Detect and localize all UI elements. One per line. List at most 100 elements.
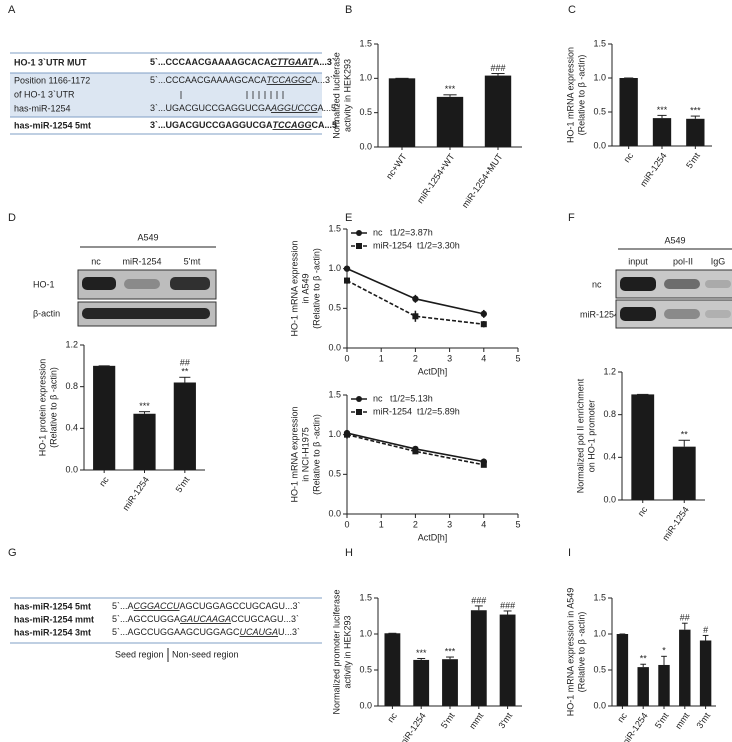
shaded-block	[10, 73, 322, 117]
y-tick-label: 1.0	[328, 263, 341, 273]
y-tick-label: 0.0	[359, 141, 372, 151]
seq-part: CA...5`	[312, 120, 341, 130]
bar	[384, 633, 401, 706]
band	[705, 310, 731, 318]
x-tick-label: nc	[622, 150, 636, 164]
seq-part: 3`...UGACGUCCGAGGUCGA	[150, 120, 273, 130]
band	[82, 277, 116, 290]
y-tick-label: 1.5	[328, 223, 341, 233]
y-axis-label: HO-1 mRNA expression	[289, 240, 299, 336]
y-axis-label: activity in HEK293	[342, 615, 352, 688]
panel-label: D	[8, 212, 16, 224]
x-tick-label: miR-1254+WT	[415, 151, 457, 205]
lane-label: 5'mt	[184, 256, 201, 266]
y-axis-label: (Relative to β -actin)	[48, 367, 58, 448]
row-label: Position 1166-1172	[14, 75, 90, 85]
band	[82, 308, 210, 319]
x-tick-label: 5'mt	[653, 710, 671, 730]
seq-part: U...3`	[278, 627, 300, 637]
significance: #	[703, 625, 708, 635]
x-tick-label: 4	[481, 519, 486, 529]
western-blot: A549 nc miR-1254 5'mt HO-1 β-actin	[33, 232, 217, 327]
x-tick-label: 2	[413, 519, 418, 529]
point	[343, 265, 351, 272]
lane-label: pol-II	[673, 256, 693, 266]
y-tick-label: 0.0	[593, 700, 606, 710]
y-tick-label: 0.0	[359, 700, 372, 710]
significance: ###	[500, 600, 515, 610]
significance: ***	[445, 646, 456, 656]
x-tick-label: 3'mt	[694, 710, 712, 730]
sequence: 3`...UGACGUCCGAGGUCGAAGGUCCGA...5`	[150, 103, 339, 113]
bar	[686, 118, 705, 146]
bar	[679, 629, 691, 706]
panel-label: F	[568, 212, 575, 224]
x-tick-label: 0	[344, 353, 349, 363]
bar	[616, 634, 629, 706]
significance: ***	[657, 105, 668, 115]
panel-label: G	[8, 547, 17, 559]
seq-part: CCUGCAGU...3`	[231, 614, 299, 624]
x-tick-label: 0	[344, 519, 349, 529]
series-line	[346, 279, 484, 325]
legend-text: Non-seed region	[172, 649, 239, 659]
y-tick-label: 1.2	[65, 339, 78, 349]
x-tick-label: 2	[413, 353, 418, 363]
row-label: has-miR-1254	[14, 103, 71, 113]
series-line	[346, 267, 484, 315]
legend-marker	[356, 396, 362, 402]
x-tick-label: nc	[385, 710, 399, 724]
x-tick-label: 5'mt	[439, 710, 457, 730]
y-tick-label: 1.0	[593, 72, 606, 82]
band	[620, 307, 656, 321]
cell-line: A549	[137, 232, 158, 242]
bar	[442, 659, 458, 706]
y-tick-label: 0.0	[328, 342, 341, 352]
point	[480, 461, 487, 468]
y-axis-label: Normalized pol II enrichment	[575, 378, 585, 493]
row-label: nc	[592, 279, 602, 289]
significance: ##	[180, 358, 190, 368]
chip-blot: A549 input pol-II IgG nc miR-1254	[580, 235, 732, 329]
y-tick-label: 1.2	[603, 366, 616, 376]
band	[124, 279, 160, 289]
significance: **	[640, 654, 648, 664]
bar	[484, 75, 512, 147]
x-axis-label: ActD[h]	[418, 366, 448, 376]
x-tick-label: 1	[379, 519, 384, 529]
y-tick-label: 1.0	[359, 73, 372, 83]
legend-marker	[356, 409, 362, 415]
bar	[499, 614, 516, 706]
y-tick-label: 1.0	[593, 628, 606, 638]
row-label: has-miR-1254 5mt	[14, 601, 91, 611]
y-axis-label: on HO-1 promoter	[586, 400, 596, 473]
seq-part: AGCUGGAGCCUGCAGU...3`	[180, 601, 301, 611]
row-label: has-miR-1254 3mt	[14, 627, 91, 637]
y-tick-label: 0.0	[593, 140, 606, 150]
row-label: has-miR-1254 5mt	[14, 120, 91, 130]
y-axis-label: (Relative to β -actin)	[576, 612, 586, 693]
row-label: β-actin	[33, 308, 60, 318]
bar	[619, 78, 638, 146]
bar	[699, 640, 712, 706]
x-tick-label: mmt	[467, 710, 486, 730]
y-tick-label: 1.0	[328, 429, 341, 439]
row-label: HO-1	[33, 279, 55, 289]
bar	[672, 446, 696, 500]
sequence: 5`...ACGGACCUAGCUGGAGCCUGCAGU...3`	[112, 601, 301, 611]
y-tick-label: 0.0	[65, 464, 78, 474]
x-tick-label: 3	[447, 519, 452, 529]
legend-text: nc t1/2=3.87h	[373, 227, 433, 237]
sequence: 3`...UGACGUCCGAGGUCGATCCAGGCA...5`	[150, 120, 340, 130]
y-tick-label: 0.5	[328, 303, 341, 313]
legend-text: miR-1254 t1/2=5.89h	[373, 406, 460, 416]
bar	[470, 610, 487, 706]
panel-label: I	[568, 547, 571, 559]
seq-site: GAUCAAGA	[180, 614, 231, 624]
legend-text: nc t1/2=5.13h	[373, 393, 433, 403]
sequence: 5`...CCCAACGAAAAGCACACTTGAATA...3`	[150, 57, 335, 67]
band	[705, 280, 731, 288]
y-tick-label: 0.8	[65, 381, 78, 391]
legend-text: Seed region	[115, 649, 164, 659]
y-tick-label: 0.4	[65, 423, 78, 433]
